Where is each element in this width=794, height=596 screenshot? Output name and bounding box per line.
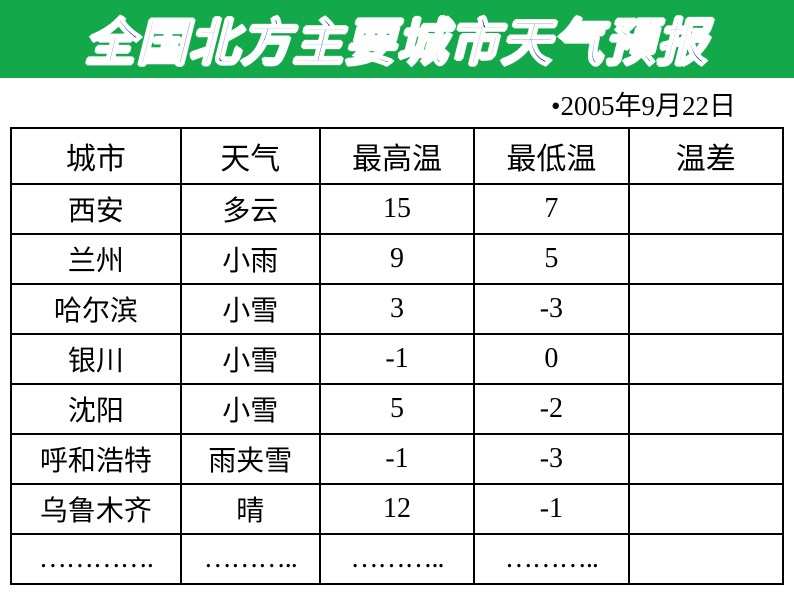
- cell-weather: 小雪: [181, 284, 320, 334]
- cell-weather: 晴: [181, 484, 320, 534]
- table-header: 城市 天气 最高温 最低温 温差: [11, 128, 783, 184]
- cell-diff: [629, 384, 783, 434]
- cell-weather: 小雪: [181, 384, 320, 434]
- cell-weather: 小雪: [181, 334, 320, 384]
- cell-low: -3: [474, 284, 628, 334]
- header-band: 全国北方主要城市天气预报: [0, 0, 794, 78]
- cell-low: -3: [474, 434, 628, 484]
- cell-city: 哈尔滨: [11, 284, 181, 334]
- cell-high: ………..: [320, 534, 474, 584]
- date-label: •2005年9月22日: [10, 84, 784, 123]
- cell-city: 西安: [11, 184, 181, 234]
- cell-city: 呼和浩特: [11, 434, 181, 484]
- table-body: 西安 多云 15 7 兰州 小雨 9 5 哈尔滨 小雪 3 -3 银川: [11, 184, 783, 584]
- cell-diff: [629, 334, 783, 384]
- cell-high: 5: [320, 384, 474, 434]
- cell-low: 5: [474, 234, 628, 284]
- cell-diff: [629, 234, 783, 284]
- cell-high: 15: [320, 184, 474, 234]
- cell-city: 银川: [11, 334, 181, 384]
- cell-city: 兰州: [11, 234, 181, 284]
- cell-low: ………..: [474, 534, 628, 584]
- cell-low: 7: [474, 184, 628, 234]
- cell-high: 12: [320, 484, 474, 534]
- cell-high: -1: [320, 434, 474, 484]
- cell-high: 3: [320, 284, 474, 334]
- cell-weather: 多云: [181, 184, 320, 234]
- col-header-weather: 天气: [181, 128, 320, 184]
- col-header-high: 最高温: [320, 128, 474, 184]
- cell-diff: [629, 484, 783, 534]
- col-header-low: 最低温: [474, 128, 628, 184]
- cell-weather: ………..: [181, 534, 320, 584]
- page-title: 全国北方主要城市天气预报: [85, 3, 709, 75]
- table-row: 兰州 小雨 9 5: [11, 234, 783, 284]
- weather-table: 城市 天气 最高温 最低温 温差 西安 多云 15 7 兰州 小雨 9 5: [10, 127, 784, 585]
- cell-diff: [629, 534, 783, 584]
- table-row: 乌鲁木齐 晴 12 -1: [11, 484, 783, 534]
- table-row: 沈阳 小雪 5 -2: [11, 384, 783, 434]
- table-row: 银川 小雪 -1 0: [11, 334, 783, 384]
- cell-weather: 小雨: [181, 234, 320, 284]
- cell-low: -2: [474, 384, 628, 434]
- table-row: …………. ……….. ……….. ………..: [11, 534, 783, 584]
- cell-city: 乌鲁木齐: [11, 484, 181, 534]
- cell-low: 0: [474, 334, 628, 384]
- table-row: 哈尔滨 小雪 3 -3: [11, 284, 783, 334]
- cell-weather: 雨夹雪: [181, 434, 320, 484]
- content-panel: •2005年9月22日 城市 天气 最高温 最低温 温差 西安 多云 15 7 …: [0, 78, 794, 596]
- table-row: 西安 多云 15 7: [11, 184, 783, 234]
- col-header-city: 城市: [11, 128, 181, 184]
- cell-city: ………….: [11, 534, 181, 584]
- cell-high: -1: [320, 334, 474, 384]
- cell-high: 9: [320, 234, 474, 284]
- cell-low: -1: [474, 484, 628, 534]
- cell-diff: [629, 184, 783, 234]
- cell-city: 沈阳: [11, 384, 181, 434]
- cell-diff: [629, 434, 783, 484]
- table-row: 呼和浩特 雨夹雪 -1 -3: [11, 434, 783, 484]
- col-header-diff: 温差: [629, 128, 783, 184]
- cell-diff: [629, 284, 783, 334]
